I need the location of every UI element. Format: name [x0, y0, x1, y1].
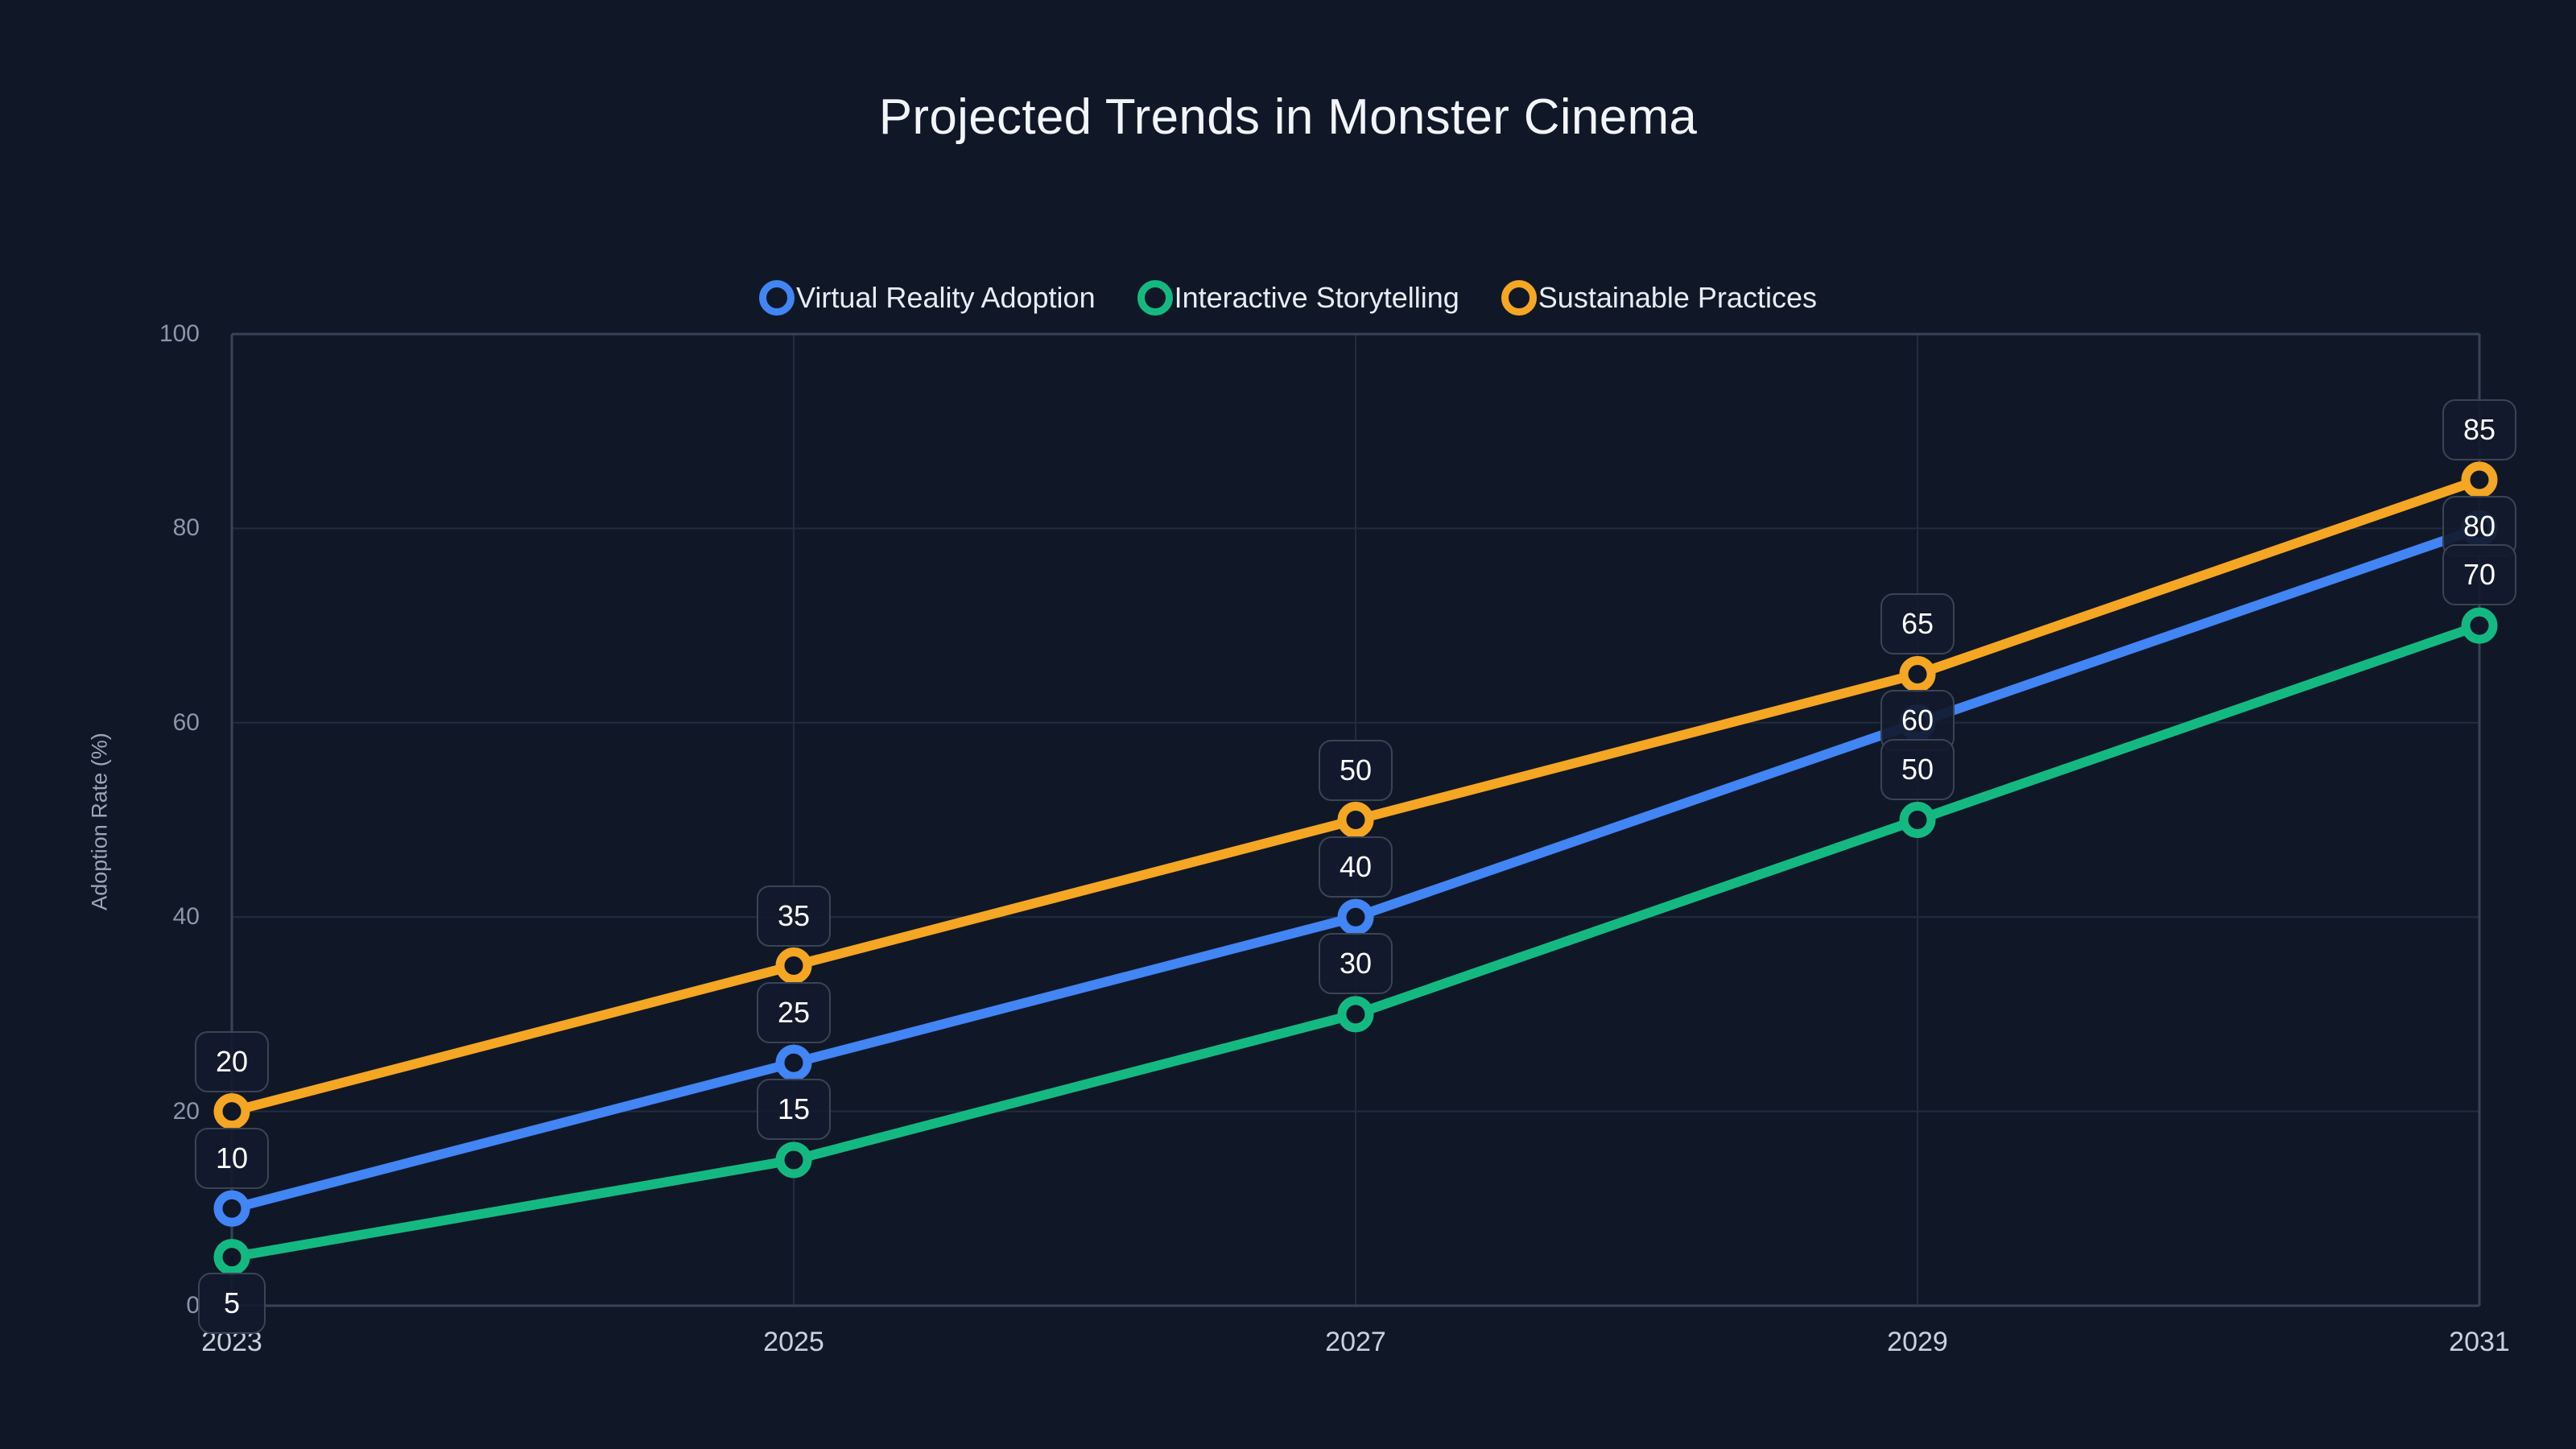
data-label-badge: 5: [198, 1273, 266, 1335]
data-point-0-1[interactable]: [775, 1044, 812, 1081]
y-tick-label-60: 60: [172, 708, 200, 736]
ring-marker-icon: [1501, 280, 1537, 316]
data-label-badge: 10: [194, 1127, 270, 1189]
data-point-0-2[interactable]: [1337, 898, 1374, 935]
data-point-2-0[interactable]: [213, 1093, 250, 1130]
x-tick-label-2027: 2027: [1325, 1327, 1386, 1357]
data-label-badge: 30: [1318, 933, 1393, 995]
data-point-1-2[interactable]: [1337, 996, 1374, 1033]
data-label-badge: 50: [1880, 738, 1955, 800]
chart-title: Projected Trends in Monster Cinema: [878, 89, 1698, 145]
x-tick-label-2031: 2031: [2449, 1327, 2510, 1357]
data-point-1-4[interactable]: [2461, 607, 2498, 644]
data-point-2-3[interactable]: [1899, 655, 1936, 692]
ring-marker-icon: [1137, 280, 1173, 316]
y-tick-label-100: 100: [159, 320, 200, 347]
data-label-badge: 25: [756, 981, 832, 1043]
data-point-2-1[interactable]: [775, 947, 812, 985]
ring-marker-icon: [759, 280, 795, 316]
chart-legend: Virtual Reality Adoption Interactive Stor…: [0, 280, 2576, 316]
legend-label: Interactive Storytelling: [1174, 281, 1459, 314]
data-label-badge: 35: [756, 885, 832, 947]
data-point-1-1[interactable]: [775, 1141, 812, 1179]
legend-item-1[interactable]: Interactive Storytelling: [1137, 280, 1459, 316]
y-tick-label-0: 0: [186, 1292, 200, 1319]
data-label-badge: 65: [1880, 593, 1955, 655]
y-tick-label-20: 20: [172, 1097, 200, 1125]
legend-label: Virtual Reality Adoption: [796, 281, 1096, 314]
data-point-2-4[interactable]: [2461, 461, 2498, 498]
legend-item-2[interactable]: Sustainable Practices: [1501, 280, 1817, 316]
data-point-2-2[interactable]: [1337, 802, 1374, 838]
data-label-badge: 70: [2442, 544, 2517, 606]
y-axis-title: Adoption Rate (%): [87, 733, 112, 910]
data-point-1-3[interactable]: [1899, 802, 1936, 838]
data-label-badge: 15: [756, 1079, 832, 1141]
legend-label: Sustainable Practices: [1538, 281, 1817, 314]
y-tick-label-80: 80: [172, 514, 200, 542]
y-tick-label-40: 40: [172, 903, 200, 931]
data-label-badge: 85: [2442, 399, 2517, 461]
legend-item-0[interactable]: Virtual Reality Adoption: [759, 280, 1096, 316]
data-label-badge: 20: [194, 1030, 270, 1092]
data-label-badge: 50: [1318, 739, 1393, 801]
x-tick-label-2029: 2029: [1887, 1327, 1948, 1357]
data-point-0-0[interactable]: [213, 1190, 250, 1227]
data-label-badge: 40: [1318, 836, 1393, 898]
data-point-1-0[interactable]: [213, 1239, 250, 1276]
x-tick-label-2025: 2025: [763, 1327, 824, 1357]
